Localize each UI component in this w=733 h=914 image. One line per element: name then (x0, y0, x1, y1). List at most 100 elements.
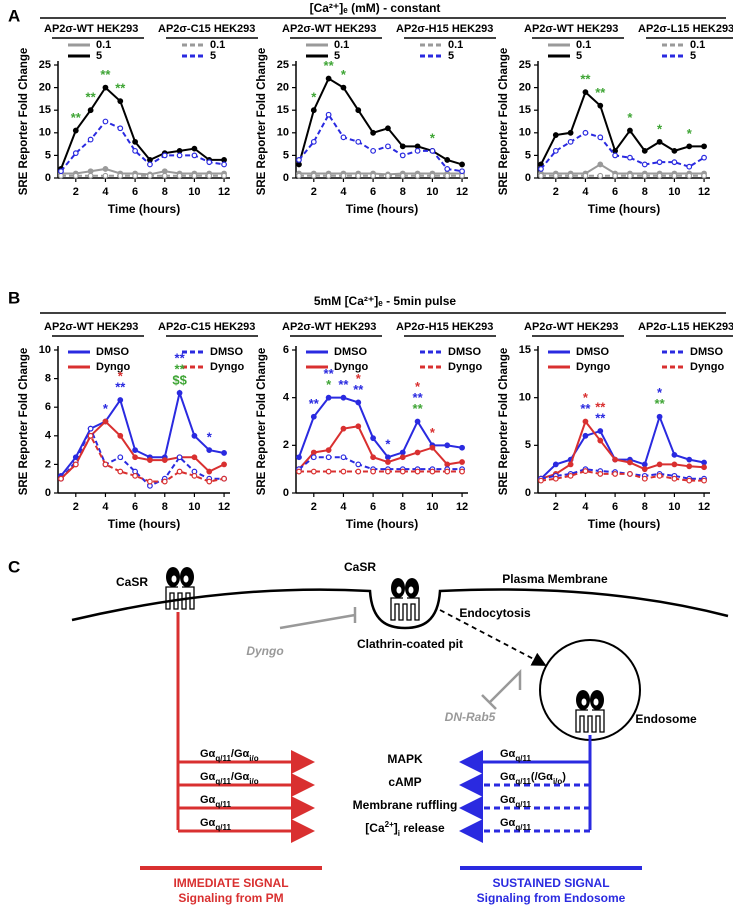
y-tick-label: 20 (519, 82, 531, 94)
label: IMMEDIATE SIGNAL (173, 876, 288, 890)
data-point (582, 418, 589, 425)
endocytosis-arrow (439, 609, 547, 666)
data-point (459, 168, 465, 175)
endosome-circle (539, 639, 641, 741)
data-point (296, 172, 302, 179)
significance: ** (175, 350, 186, 365)
signal-arrows (178, 750, 590, 843)
data-point (221, 157, 227, 163)
label: CaSR (344, 560, 376, 574)
significance: * (207, 430, 213, 445)
x-tick-label: 12 (218, 186, 230, 198)
text-part: Membrane ruffling (353, 798, 458, 812)
significance: * (356, 371, 362, 386)
data-point (355, 461, 362, 468)
data-point (399, 454, 406, 461)
y-tick-label: 5 (283, 149, 289, 161)
data-point (58, 475, 64, 482)
data-point (191, 152, 198, 159)
data-point (414, 143, 421, 150)
legend-group: AP2σ-H15 HEK293 (396, 23, 493, 35)
x-tick-label: 6 (612, 186, 618, 198)
legend-label: 5 (576, 50, 582, 62)
data-point (296, 157, 302, 163)
y-axis-label: SRE Reporter Fold Change (18, 348, 30, 496)
y-tick-label: 25 (39, 59, 51, 71)
data-point (582, 129, 589, 136)
data-point (656, 472, 663, 479)
label: Dyngo (246, 644, 283, 658)
legend-label: Dyngo (96, 361, 131, 373)
text-part: [Ca (365, 821, 385, 835)
data-point (686, 477, 693, 484)
data-point (641, 475, 648, 482)
legend-label: DMSO (96, 346, 129, 358)
data-point (221, 461, 227, 468)
data-point (132, 472, 139, 479)
data-point (176, 454, 183, 461)
data-point (161, 152, 168, 159)
legend-label: Dyngo (690, 361, 725, 373)
x-tick-label: 6 (370, 501, 376, 513)
data-point (325, 447, 332, 454)
data-point (538, 166, 544, 172)
significance: * (341, 67, 347, 82)
rich-label: cAMP (388, 775, 421, 789)
data-point (325, 75, 332, 82)
inhibition (481, 668, 522, 710)
legend-label: 0.1 (576, 39, 591, 51)
x-tick-label: 4 (340, 501, 347, 513)
data-point (641, 466, 648, 473)
data-point (102, 118, 109, 125)
significance: ** (309, 396, 320, 411)
data-point (414, 172, 421, 179)
legend-label: 0.1 (690, 39, 705, 51)
significance: ** (100, 67, 111, 82)
x-tick-label: 10 (668, 501, 680, 513)
y-tick-label: 0 (45, 487, 51, 499)
data-point (701, 172, 707, 179)
y-tick-label: 10 (519, 392, 531, 404)
legend-group: AP2σ-C15 HEK293 (158, 23, 255, 35)
text-part: i/o (249, 777, 258, 786)
x-tick-label: 8 (162, 501, 168, 513)
data-point (597, 471, 604, 477)
series-line (298, 77, 463, 166)
rich-label: Gαq/11 (500, 748, 531, 763)
legend-label: DMSO (210, 346, 243, 358)
x-tick-label: 6 (132, 501, 138, 513)
text-part: cAMP (388, 775, 421, 789)
data-point (191, 472, 198, 479)
data-point (102, 166, 109, 172)
data-point (87, 432, 94, 439)
receptor-icon (165, 566, 195, 610)
y-tick-label: 0 (283, 172, 289, 184)
y-tick-label: 8 (45, 373, 51, 385)
data-point (656, 413, 663, 420)
data-point (686, 163, 693, 170)
legend-group: AP2σ-WT HEK293 (282, 321, 376, 333)
data-point (325, 172, 332, 179)
y-tick-label: 0 (525, 172, 531, 184)
data-point (340, 84, 347, 91)
data-point (686, 172, 693, 179)
data-point (221, 172, 227, 179)
data-point (582, 468, 589, 474)
text-part: q/11 (515, 823, 531, 832)
panel-label: C (8, 557, 20, 576)
x-axis-label: Time (hours) (346, 202, 418, 216)
x-tick-label: 2 (73, 501, 79, 513)
series-line (60, 167, 225, 176)
data-point (161, 168, 168, 175)
data-point (191, 145, 198, 152)
text-part: q/11 (215, 800, 231, 809)
data-point (612, 152, 619, 159)
text-part: Gα (200, 748, 216, 760)
data-point (385, 125, 391, 132)
data-point (459, 459, 465, 465)
data-point (597, 161, 604, 168)
data-point (161, 457, 168, 464)
data-point (370, 129, 377, 136)
data-point (656, 461, 663, 468)
data-point (340, 468, 347, 475)
